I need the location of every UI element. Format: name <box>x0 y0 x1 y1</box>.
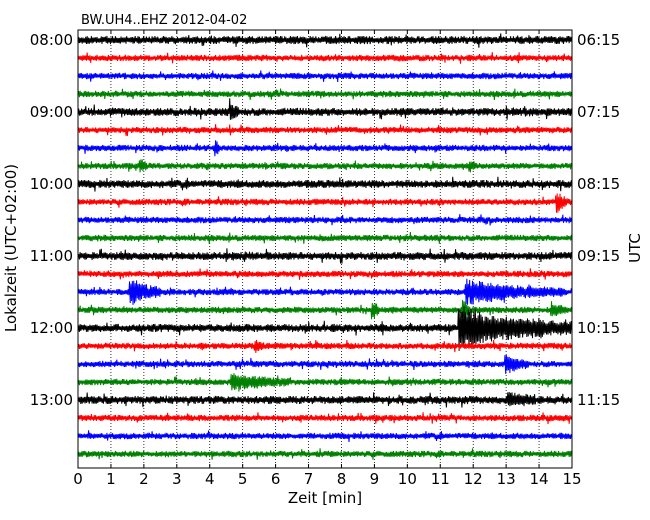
trace-line <box>77 299 573 320</box>
trace-line <box>77 278 573 305</box>
trace-line <box>77 448 573 460</box>
trace-line <box>77 88 573 101</box>
x-tick-label: 8 <box>337 470 347 488</box>
x-tick-label: 9 <box>370 470 380 488</box>
trace-line <box>77 306 573 351</box>
trace-line <box>77 140 573 157</box>
trace-line <box>77 354 573 374</box>
x-tick-label: 12 <box>464 470 483 488</box>
x-tick-label: 0 <box>73 470 83 488</box>
right-tick-label: 11:15 <box>577 391 620 409</box>
x-tick-label: 13 <box>497 470 516 488</box>
trace-line <box>77 339 573 354</box>
y-axis-label-right: UTC <box>626 233 644 263</box>
trace-line <box>77 268 573 280</box>
x-tick-label: 3 <box>172 470 182 488</box>
x-axis-label: Zeit [min] <box>288 489 362 507</box>
trace-line <box>77 373 573 392</box>
plot-frame <box>77 29 573 469</box>
trace-line <box>77 430 573 443</box>
right-tick-label: 08:15 <box>577 175 620 193</box>
x-tick-label: 6 <box>271 470 281 488</box>
x-tick-label: 2 <box>139 470 149 488</box>
x-axis-ticks: 0 1 2 3 4 5 6 7 8 9 10 11 12 13 14 15 <box>73 30 582 488</box>
left-tick-label: 09:00 <box>30 103 73 121</box>
x-tick-label: 7 <box>304 470 314 488</box>
y-axis-label-left: Lokalzeit (UTC+02:00) <box>2 164 20 332</box>
trace-line <box>77 193 573 213</box>
trace-line <box>77 124 573 137</box>
x-tick-label: 10 <box>398 470 417 488</box>
left-tick-label: 08:00 <box>30 31 73 49</box>
right-tick-label: 07:15 <box>577 103 620 121</box>
trace-line <box>77 391 573 408</box>
chart-title: BW.UH4..EHZ 2012-04-02 <box>81 13 247 28</box>
left-axis-ticks: 08:00 09:00 10:00 11:00 12:00 13:00 <box>30 31 82 409</box>
x-tick-label: 5 <box>238 470 248 488</box>
right-tick-label: 09:15 <box>577 247 620 265</box>
right-tick-label: 06:15 <box>577 31 620 49</box>
x-tick-label: 15 <box>562 470 581 488</box>
x-tick-label: 11 <box>431 470 450 488</box>
x-tick-label: 14 <box>530 470 549 488</box>
trace-line <box>77 412 573 425</box>
left-tick-label: 12:00 <box>30 319 73 337</box>
trace-line <box>77 33 573 48</box>
trace-line <box>77 159 573 173</box>
trace-line <box>77 248 573 264</box>
trace-line <box>77 52 573 64</box>
right-axis-ticks: 06:15 07:15 08:15 09:15 10:15 11:15 <box>568 31 620 409</box>
trace-line <box>77 232 573 245</box>
trace-line <box>77 98 573 120</box>
right-tick-label: 10:15 <box>577 319 620 337</box>
left-tick-label: 10:00 <box>30 175 73 193</box>
left-tick-label: 13:00 <box>30 391 73 409</box>
trace-line <box>77 70 573 82</box>
left-tick-label: 11:00 <box>30 247 73 265</box>
trace-line <box>77 176 573 192</box>
x-tick-label: 4 <box>205 470 215 488</box>
trace-line <box>77 214 573 226</box>
grid-lines <box>110 30 540 468</box>
seismogram-traces <box>77 33 573 460</box>
x-tick-label: 1 <box>106 470 116 488</box>
